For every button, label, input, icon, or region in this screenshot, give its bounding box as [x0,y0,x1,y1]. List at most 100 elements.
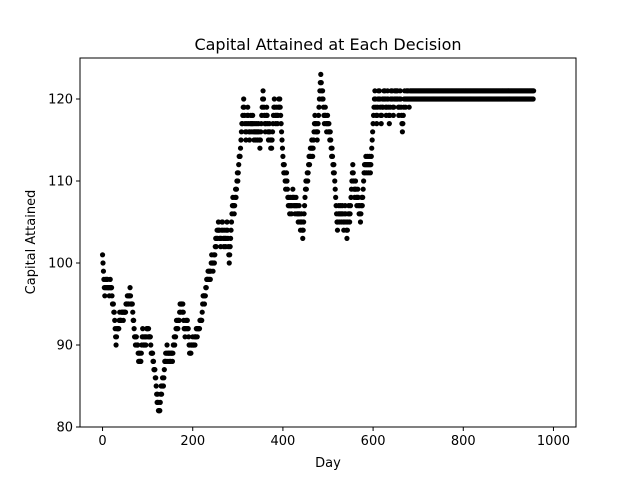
data-point [355,194,361,200]
data-point [369,137,375,143]
data-point [260,88,266,94]
data-point [122,309,129,315]
data-point [153,375,159,381]
data-point [344,235,350,241]
data-point [219,219,226,225]
data-point [120,317,126,323]
data-point [201,301,208,307]
data-point [379,112,385,118]
data-point [360,194,366,200]
data-point [184,317,190,323]
data-point [350,170,356,176]
data-point [107,276,113,282]
data-point [237,153,243,159]
data-point [359,203,365,209]
data-point [350,162,356,168]
data-point [386,121,392,127]
data-point [303,186,309,192]
data-point [390,112,396,118]
data-point [150,350,156,356]
data-point [153,383,159,389]
data-point [347,211,353,217]
data-point [236,162,242,168]
data-point [301,203,308,209]
data-point [226,260,232,266]
data-point [110,301,116,307]
data-point [310,137,317,143]
data-point [148,342,154,348]
data-point [279,145,286,151]
data-point [332,178,338,184]
data-point [172,334,179,340]
data-point [224,219,230,225]
data-point [269,137,275,143]
data-point [318,71,324,77]
data-points [99,71,537,414]
data-point [246,137,253,143]
data-point [406,104,412,110]
y-axis-label: Capital Attained [24,190,39,295]
data-point [269,145,275,151]
data-point [129,301,135,307]
data-point [224,227,231,233]
data-point [368,153,374,159]
data-point [278,129,285,135]
data-point [378,121,384,127]
data-point [301,211,307,217]
data-point [176,317,182,323]
data-point [310,145,316,151]
data-point [326,121,332,127]
data-point [185,326,191,332]
data-point [367,170,373,176]
data-point [322,104,328,110]
data-point [302,194,308,200]
data-point [258,129,264,135]
data-point [143,342,149,348]
data-point [199,309,205,315]
data-point [241,104,247,110]
data-point [245,104,251,110]
data-point [157,408,163,414]
data-point [161,375,167,381]
data-point [352,178,359,184]
data-point [334,227,341,233]
data-point [207,276,213,282]
data-point [145,326,152,332]
data-point [280,153,286,159]
data-point [243,137,249,143]
data-point [369,145,375,151]
data-point [161,367,167,373]
data-point [160,383,167,389]
data-point [315,112,322,118]
data-point [175,326,181,332]
y-tick-label: 120 [48,93,73,108]
data-point [100,268,107,274]
data-point [319,88,326,94]
data-point [374,112,380,118]
data-point [116,326,122,332]
data-point [186,334,192,340]
data-point [233,194,239,200]
data-point [147,334,153,340]
data-point [402,104,409,110]
data-point [140,326,146,332]
data-point [300,235,306,241]
data-point [342,203,348,209]
data-point [269,129,276,135]
data-point [284,178,290,184]
data-point [274,121,281,127]
data-point [306,162,313,168]
y-axis: 80 90 100 110 120 [48,93,80,436]
data-point [133,334,139,340]
data-point [531,88,537,94]
data-point [333,194,339,200]
data-point [360,186,366,192]
data-point [227,244,233,250]
data-point [314,137,320,143]
data-point [283,170,290,176]
data-point [231,211,237,217]
data-point [374,121,380,127]
data-point [211,260,217,266]
data-point [180,309,186,315]
x-tick-label: 800 [451,434,476,449]
